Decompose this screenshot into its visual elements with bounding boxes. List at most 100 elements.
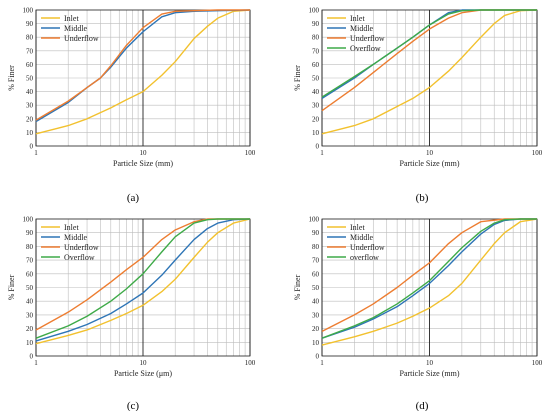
x-tick-label: 10 [426,149,434,157]
panel-label: (a) [127,192,140,204]
y-tick-label: 60 [26,270,34,278]
panel-label: (b) [416,192,429,204]
x-tick-label: 1 [34,359,38,367]
y-tick-label: 0 [316,353,320,361]
y-axis-label: % Finer [293,274,302,300]
y-tick-label: 60 [26,61,34,69]
y-tick-label: 90 [26,20,34,28]
y-tick-label: 0 [30,353,34,361]
y-tick-label: 70 [26,257,34,265]
x-tick-label: 1 [34,149,38,157]
legend-label: Underflow [64,243,99,252]
y-tick-label: 0 [30,143,34,151]
panel-label: (d) [416,400,429,411]
x-tick-label: 100 [532,359,543,367]
y-tick-label: 10 [312,129,320,137]
series-line-underflow [321,9,537,112]
y-tick-label: 10 [26,339,34,347]
y-tick-label: 100 [309,7,320,15]
legend-label: Underflow [64,34,99,43]
legend-label: Inlet [350,223,365,232]
series-line-overflow [321,9,537,98]
x-tick-label: 10 [426,359,434,367]
series-line-overflow [35,218,250,339]
series-line-middle [35,218,251,342]
y-tick-label: 20 [26,325,34,333]
y-tick-label: 50 [26,75,34,83]
y-tick-label: 40 [26,298,34,306]
y-tick-label: 20 [312,325,320,333]
legend-label: Overflow [350,44,381,53]
legend-label: overflow [350,253,379,262]
legend-label: Middle [64,233,88,242]
y-tick-label: 40 [312,88,320,96]
y-tick-label: 90 [312,20,320,28]
x-axis-label: Particle Size (mm) [113,159,173,168]
y-tick-label: 80 [312,243,320,251]
x-tick-label: 100 [532,149,543,157]
y-tick-label: 70 [312,257,320,265]
y-tick-label: 70 [312,47,320,55]
series-line-underflow [35,9,250,121]
y-tick-label: 100 [309,216,320,224]
y-tick-label: 20 [26,115,34,123]
y-tick-label: 80 [312,34,320,42]
x-tick-label: 1 [320,149,324,157]
x-axis-label: Particle Size (μm) [114,369,172,378]
y-tick-label: 10 [312,339,320,347]
y-tick-label: 30 [312,311,320,319]
y-axis-label: % Finer [7,274,16,300]
y-tick-label: 50 [26,284,34,292]
legend-label: Inlet [350,14,365,23]
legend-label: Inlet [64,14,79,23]
legend-label: Middle [64,24,88,33]
legend-label: Underflow [350,34,385,43]
y-tick-label: 50 [312,284,320,292]
legend-label: Underflow [350,243,385,252]
series-line-inlet [35,9,251,135]
y-tick-label: 90 [26,229,34,237]
y-tick-label: 30 [26,102,34,110]
y-tick-label: 0 [316,143,320,151]
plot-frame [35,9,251,147]
series-line-inlet [321,9,538,135]
y-tick-label: 30 [312,102,320,110]
x-axis-label: Particle Size (mm) [400,369,460,378]
y-tick-label: 10 [26,129,34,137]
y-axis-label: % Finer [293,65,302,91]
y-tick-label: 80 [26,243,34,251]
legend-label: Middle [350,24,374,33]
x-tick-label: 100 [245,149,256,157]
series-line-inlet [35,218,251,345]
y-tick-label: 70 [26,47,34,55]
x-tick-label: 100 [245,359,256,367]
plot-frame [321,9,538,147]
series-line-inlet [321,218,538,346]
y-tick-label: 60 [312,61,320,69]
y-axis-label: % Finer [7,65,16,91]
series-line-overflow [321,218,537,339]
y-tick-label: 50 [312,75,320,83]
y-tick-label: 100 [23,7,34,15]
plot-frame [35,218,251,357]
x-tick-label: 10 [140,359,148,367]
y-tick-label: 60 [312,270,320,278]
panel-label: (c) [127,400,140,411]
y-tick-label: 100 [23,216,34,224]
series-line-underflow [321,218,537,332]
y-tick-label: 20 [312,115,320,123]
y-tick-label: 30 [26,311,34,319]
legend-label: Inlet [64,223,79,232]
y-tick-label: 40 [26,88,34,96]
x-tick-label: 1 [320,359,324,367]
legend-label: Middle [350,233,374,242]
